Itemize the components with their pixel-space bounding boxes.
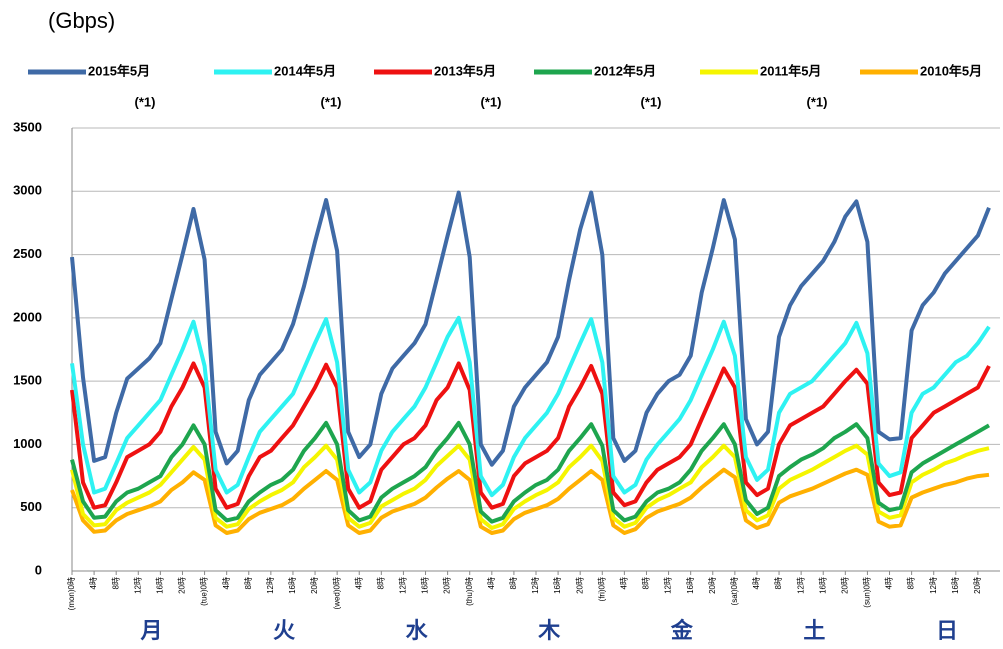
x-tick-label: 4時 bbox=[89, 577, 98, 589]
day-label: 木 bbox=[537, 618, 561, 643]
series-line bbox=[70, 420, 990, 524]
x-tick-label: (sat)0時 bbox=[730, 577, 739, 605]
y-tick-label: 3000 bbox=[13, 183, 42, 198]
x-tick-label: 16時 bbox=[421, 577, 430, 594]
x-tick-label: 12時 bbox=[399, 577, 408, 594]
x-tick-label: 12時 bbox=[266, 577, 275, 594]
x-tick-label: 8時 bbox=[907, 577, 916, 589]
annotation: (*1) bbox=[807, 94, 828, 109]
x-tick-label: 20時 bbox=[443, 577, 452, 594]
y-tick-label: 2000 bbox=[13, 309, 42, 324]
x-tick-label: 12時 bbox=[664, 577, 673, 594]
y-tick-label: 500 bbox=[20, 499, 42, 514]
x-tick-label: 16時 bbox=[951, 577, 960, 594]
x-tick-label: 4時 bbox=[222, 577, 231, 589]
x-tick-label: 16時 bbox=[553, 577, 562, 594]
x-tick-label: 4時 bbox=[752, 577, 761, 589]
legend-label: 2011年5月 bbox=[760, 63, 821, 78]
legend-label: 2012年5月 bbox=[594, 63, 656, 78]
legend-label: 2014年5月 bbox=[274, 63, 336, 78]
x-tick-label: 20時 bbox=[178, 577, 187, 594]
annotation: (*1) bbox=[641, 94, 662, 109]
series-line bbox=[70, 190, 991, 467]
day-label: 金 bbox=[670, 618, 694, 643]
x-tick-label: 16時 bbox=[686, 577, 695, 594]
x-tick-label: (wed)0時 bbox=[332, 577, 341, 609]
chart-title: (Gbps) bbox=[48, 8, 115, 33]
x-tick-label: (mon)0時 bbox=[67, 577, 76, 610]
x-tick-label: 16時 bbox=[818, 577, 827, 594]
y-tick-label: 2500 bbox=[13, 246, 42, 261]
x-tick-label: 4時 bbox=[487, 577, 496, 589]
x-tick-label: 4時 bbox=[885, 577, 894, 589]
x-tick-label: (tue)0時 bbox=[200, 577, 209, 606]
x-tick-label: 8時 bbox=[376, 577, 385, 589]
day-label: 土 bbox=[803, 618, 825, 643]
annotation: (*1) bbox=[135, 94, 156, 109]
x-tick-label: 8時 bbox=[244, 577, 253, 589]
x-tick-label: 8時 bbox=[774, 577, 783, 589]
legend-label: 2013年5月 bbox=[434, 63, 496, 78]
legend-label: 2015年5月 bbox=[88, 63, 150, 78]
x-tick-label: 20時 bbox=[310, 577, 319, 594]
x-tick-label: 8時 bbox=[642, 577, 651, 589]
legend-label: 2010年5月 bbox=[920, 63, 982, 78]
x-tick-label: 20時 bbox=[708, 577, 717, 594]
x-tick-label: 16時 bbox=[288, 577, 297, 594]
series-line bbox=[70, 467, 990, 535]
y-tick-label: 1500 bbox=[13, 373, 42, 388]
x-tick-label: (sun)0時 bbox=[863, 577, 872, 608]
x-tick-label: 12時 bbox=[531, 577, 540, 594]
y-tick-label: 1000 bbox=[13, 436, 42, 451]
day-label: 日 bbox=[936, 618, 958, 643]
x-tick-label: (thu)0時 bbox=[465, 577, 474, 606]
x-tick-label: 16時 bbox=[155, 577, 164, 594]
y-tick-label: 0 bbox=[35, 562, 42, 577]
x-tick-label: 4時 bbox=[354, 577, 363, 589]
day-label: 水 bbox=[406, 618, 429, 643]
x-tick-label: 8時 bbox=[509, 577, 518, 589]
x-tick-label: 4時 bbox=[619, 577, 628, 589]
x-tick-label: 12時 bbox=[133, 577, 142, 594]
x-tick-label: 20時 bbox=[575, 577, 584, 594]
series-line bbox=[70, 315, 991, 498]
x-tick-label: 20時 bbox=[973, 577, 982, 594]
y-tick-label: 3500 bbox=[13, 119, 42, 134]
x-tick-label: (fri)0時 bbox=[597, 577, 606, 601]
x-tick-label: 12時 bbox=[929, 577, 938, 594]
annotation: (*1) bbox=[321, 94, 342, 109]
series-line bbox=[70, 443, 990, 530]
day-label: 月 bbox=[140, 618, 163, 643]
x-tick-label: 12時 bbox=[796, 577, 805, 594]
series-line bbox=[70, 361, 991, 510]
x-tick-label: 8時 bbox=[111, 577, 120, 589]
annotation: (*1) bbox=[481, 94, 502, 109]
day-label: 火 bbox=[273, 618, 295, 643]
x-tick-label: 20時 bbox=[840, 577, 849, 594]
